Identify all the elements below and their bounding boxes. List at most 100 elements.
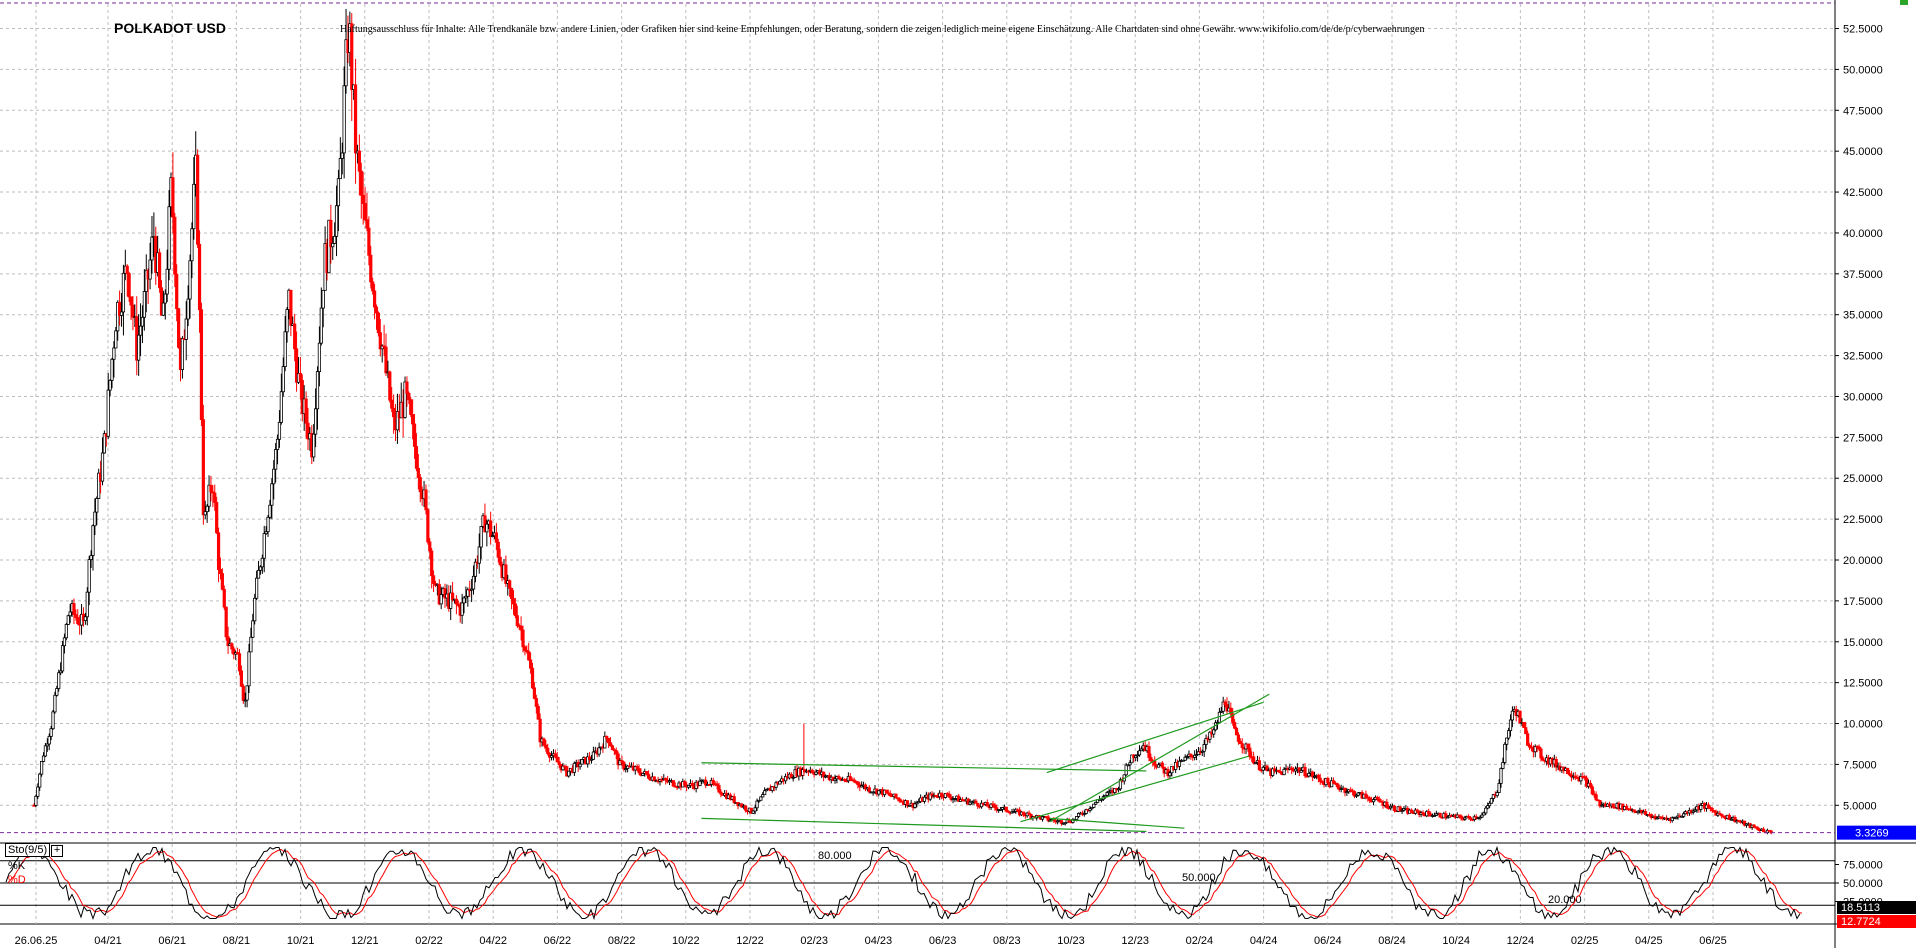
candle-body bbox=[1311, 771, 1315, 778]
candle-body bbox=[363, 203, 367, 221]
candle-body bbox=[753, 807, 757, 812]
candle-body bbox=[1368, 797, 1372, 801]
candle-body bbox=[529, 659, 533, 669]
candle-body bbox=[106, 389, 110, 437]
y-tick-label: 17.5000 bbox=[1843, 596, 1883, 608]
candle-body bbox=[428, 541, 432, 552]
candle-body bbox=[1090, 806, 1094, 810]
candle-body bbox=[1522, 722, 1526, 728]
candle-body bbox=[907, 805, 911, 807]
candle-body bbox=[1331, 780, 1336, 784]
candle-body bbox=[842, 778, 847, 782]
trendline[interactable] bbox=[1049, 693, 1270, 823]
candle-body bbox=[1004, 806, 1008, 812]
candle-body bbox=[1590, 786, 1594, 795]
trendline[interactable] bbox=[1046, 701, 1264, 774]
candle-body bbox=[1177, 760, 1182, 767]
candle-body bbox=[664, 778, 668, 781]
indicator-add-icon[interactable]: + bbox=[51, 845, 64, 857]
candle-body bbox=[783, 776, 788, 782]
candle-body bbox=[340, 152, 344, 159]
candle-body bbox=[1598, 799, 1602, 807]
candle-body bbox=[188, 260, 192, 300]
candle-body bbox=[1012, 811, 1016, 813]
candle-body bbox=[407, 392, 411, 401]
candle-body bbox=[361, 194, 365, 204]
candle-body bbox=[293, 323, 297, 350]
candle-body bbox=[167, 206, 171, 270]
candle-body bbox=[646, 773, 651, 779]
stoch-d-value: 12.7724 bbox=[1841, 916, 1881, 928]
candle-body bbox=[675, 786, 679, 789]
candle-body bbox=[1680, 815, 1684, 818]
candle-body bbox=[312, 433, 316, 458]
candle-body bbox=[498, 556, 502, 565]
candle-body bbox=[833, 778, 837, 781]
candle-body bbox=[898, 798, 902, 802]
candle-body bbox=[426, 509, 430, 543]
candle-body bbox=[913, 803, 917, 808]
trendline[interactable] bbox=[1049, 817, 1185, 829]
candle-body bbox=[597, 747, 601, 755]
candle-body bbox=[884, 789, 889, 794]
candle-body bbox=[1480, 814, 1484, 818]
candle-body bbox=[60, 645, 65, 672]
candle-body bbox=[1046, 816, 1050, 821]
candle-body bbox=[260, 557, 264, 568]
candle-body bbox=[515, 615, 519, 626]
candle-body bbox=[1588, 782, 1593, 788]
candle-body bbox=[1682, 813, 1686, 817]
candle-body bbox=[1727, 814, 1731, 820]
y-tick-label: 20.0000 bbox=[1843, 555, 1883, 567]
candle-body bbox=[1299, 770, 1303, 773]
candle-body bbox=[567, 770, 571, 777]
candle-body bbox=[1124, 764, 1128, 776]
candle-body bbox=[985, 802, 989, 807]
candle-body bbox=[137, 334, 141, 361]
candle-body bbox=[460, 602, 464, 616]
candle-body bbox=[68, 611, 72, 617]
candle-body bbox=[64, 624, 68, 639]
indicator-name-button[interactable]: Sto(9/5) bbox=[5, 843, 51, 857]
candle-body bbox=[224, 606, 228, 638]
candle-body bbox=[1457, 814, 1461, 817]
candle-body bbox=[197, 243, 202, 311]
candle-body bbox=[1495, 792, 1499, 797]
candle-body bbox=[216, 532, 221, 570]
candle-body bbox=[546, 747, 550, 754]
candle-body bbox=[943, 792, 948, 798]
candle-body bbox=[1265, 765, 1269, 771]
candle-body bbox=[36, 786, 40, 797]
candle-body bbox=[226, 636, 230, 647]
candle-body bbox=[180, 338, 185, 371]
trendline[interactable] bbox=[1020, 755, 1249, 823]
candle-body bbox=[41, 755, 46, 762]
candle-body bbox=[171, 177, 175, 218]
candle-body bbox=[690, 783, 694, 787]
trendline[interactable] bbox=[701, 817, 1147, 833]
trendline[interactable] bbox=[701, 762, 1147, 772]
candle-body bbox=[513, 603, 517, 617]
candle-body bbox=[175, 273, 179, 310]
candle-body bbox=[557, 761, 561, 765]
candle-body bbox=[1400, 809, 1404, 812]
scroll-handle[interactable] bbox=[1900, 0, 1908, 5]
candle-body bbox=[1541, 757, 1545, 761]
candle-body bbox=[1246, 743, 1250, 749]
candle-body bbox=[1585, 777, 1589, 787]
candle-body bbox=[635, 766, 639, 769]
candle-body bbox=[220, 573, 224, 590]
candle-body bbox=[494, 532, 498, 543]
candle-body bbox=[232, 648, 236, 655]
candle-body bbox=[905, 800, 909, 807]
candle-body bbox=[490, 535, 495, 538]
sto-reference-label: 80.000 bbox=[818, 850, 852, 862]
candle-body bbox=[976, 802, 980, 807]
x-tick-label: 06/23 bbox=[929, 935, 957, 947]
y-tick-label: 25.0000 bbox=[1843, 473, 1883, 485]
candle-body bbox=[367, 227, 371, 256]
candle-body bbox=[454, 598, 459, 605]
candle-body bbox=[837, 776, 841, 779]
candle-body bbox=[268, 504, 272, 518]
candle-body bbox=[1444, 813, 1448, 818]
